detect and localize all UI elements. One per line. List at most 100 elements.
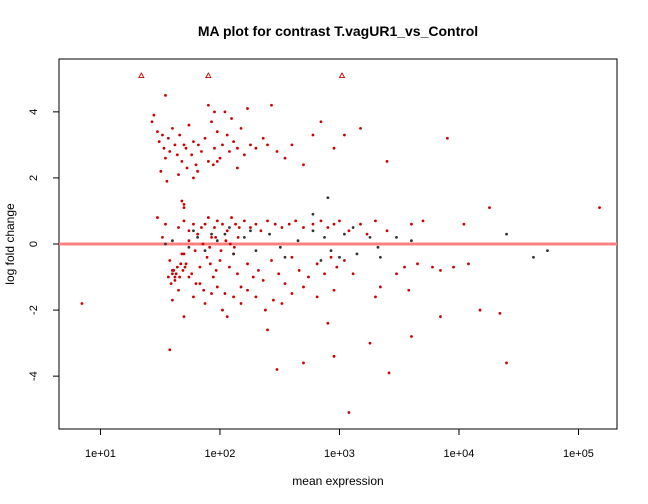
significant-point [180, 252, 184, 256]
significant-point [200, 150, 203, 153]
significant-point [290, 292, 294, 295]
y-axis: -4 -2 0 2 4 [28, 109, 59, 381]
non-significant-point [296, 239, 300, 243]
y-tick-label: -4 [28, 371, 40, 381]
significant-point [211, 163, 215, 167]
significant-point [206, 216, 210, 219]
significant-point [166, 136, 170, 140]
significant-point [175, 153, 179, 157]
significant-point [168, 348, 172, 352]
significant-point [172, 269, 176, 272]
significant-point [213, 226, 216, 229]
out-of-range-point [205, 72, 212, 78]
significant-point [224, 239, 228, 243]
significant-point [221, 222, 224, 226]
significant-point [359, 222, 362, 226]
non-significant-point [378, 255, 382, 259]
significant-point [315, 262, 319, 266]
significant-point [192, 222, 195, 226]
significant-point [280, 226, 284, 229]
significant-point [213, 146, 216, 150]
significant-point [218, 156, 222, 160]
significant-point [378, 285, 382, 289]
significant-point [230, 216, 233, 219]
significant-point [307, 275, 310, 279]
significant-point [168, 150, 172, 153]
significant-point [178, 133, 182, 137]
significant-point [223, 110, 227, 114]
significant-point [182, 252, 186, 256]
significant-point [218, 259, 222, 262]
significant-point [169, 282, 173, 286]
significant-point [374, 295, 377, 299]
significant-point [254, 146, 258, 150]
y-axis-label: log fold change [3, 203, 17, 285]
significant-point [198, 282, 202, 286]
significant-point [210, 120, 213, 124]
significant-point [294, 219, 298, 223]
significant-point [192, 140, 195, 143]
x-axis: 1e+01 1e+02 1e+03 1e+04 1e+05 [85, 429, 594, 460]
significant-point [254, 222, 258, 226]
significant-point [257, 269, 260, 272]
significant-point [302, 163, 305, 167]
significant-point [239, 302, 243, 305]
significant-point [170, 126, 174, 130]
significant-point [266, 143, 269, 147]
significant-point [280, 302, 284, 305]
significant-point [193, 249, 197, 253]
significant-point [182, 315, 186, 319]
non-significant-point [323, 235, 326, 239]
non-significant-point [164, 242, 167, 246]
significant-point [150, 120, 154, 124]
x-tick-label: 1e+03 [324, 448, 355, 460]
significant-point [410, 335, 413, 338]
significant-point [283, 156, 287, 160]
significant-point [277, 272, 281, 276]
non-significant-point [376, 245, 380, 249]
non-significant-point [338, 255, 341, 259]
significant-point [249, 226, 252, 229]
significant-point [368, 341, 372, 345]
significant-point [246, 288, 249, 292]
significant-point [201, 242, 205, 246]
non-significant-point [326, 196, 330, 200]
significant-point [203, 222, 207, 226]
significant-point [210, 235, 213, 239]
significant-point [329, 255, 333, 259]
significant-point [498, 311, 502, 315]
significant-point [196, 232, 199, 236]
significant-point [439, 315, 442, 319]
significant-point [365, 232, 369, 236]
non-significant-point [192, 229, 195, 233]
non-significant-point [355, 252, 359, 256]
significant-point [249, 143, 252, 147]
significant-point [181, 269, 185, 272]
non-significant-point [283, 255, 287, 259]
significant-point [182, 143, 186, 147]
non-significant-point [368, 235, 372, 239]
significant-point [311, 222, 315, 226]
significant-point [168, 259, 172, 262]
significant-point [302, 226, 305, 229]
significant-point [462, 222, 466, 226]
non-significant-point [319, 259, 323, 262]
significant-point [194, 282, 198, 286]
significant-point [170, 298, 174, 302]
significant-point [236, 146, 239, 150]
significant-point [302, 285, 305, 289]
significant-point [214, 269, 218, 272]
significant-point [175, 265, 179, 269]
significant-point [225, 315, 229, 319]
significant-point [270, 259, 273, 262]
significant-point [187, 123, 191, 127]
significant-point [239, 285, 243, 289]
significant-point [152, 113, 156, 117]
significant-point [332, 354, 336, 358]
significant-point [421, 219, 425, 223]
significant-point [205, 255, 209, 259]
significant-point [445, 136, 449, 140]
significant-point [200, 226, 203, 229]
significant-point [239, 126, 243, 130]
